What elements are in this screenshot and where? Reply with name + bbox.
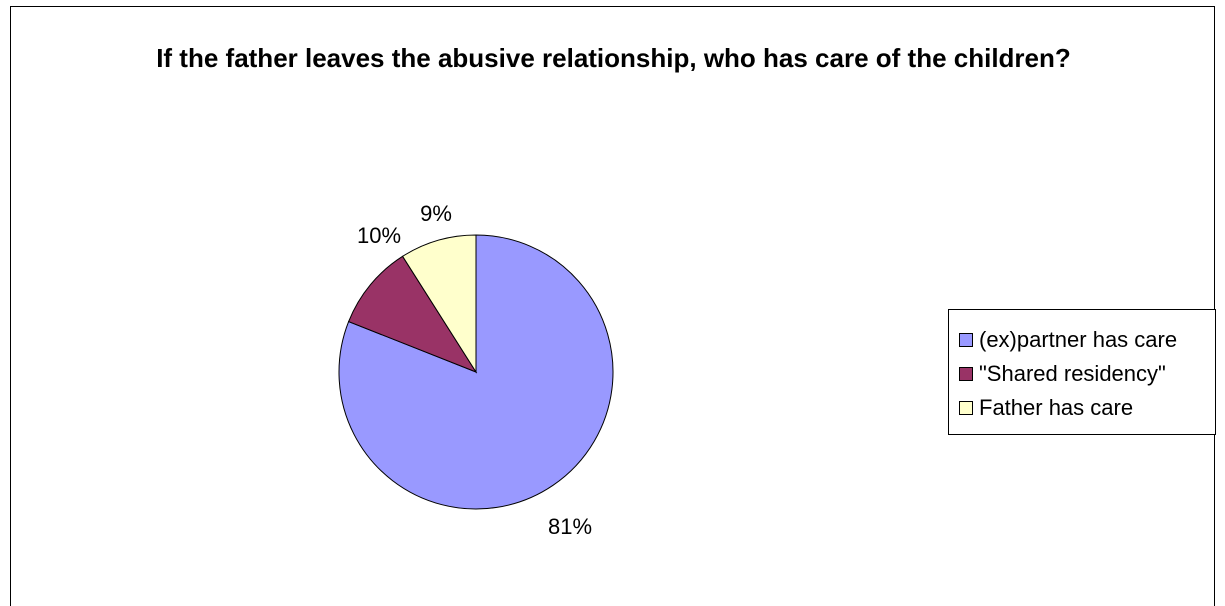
data-label-father-has-care: 9% [420, 201, 452, 226]
pie-slice-shared-residency [347, 255, 478, 374]
pie-slice-father-has-care [401, 234, 477, 374]
data-label-shared-residency: 10% [357, 223, 401, 248]
legend-label-ex-partner: (ex)partner has care [979, 327, 1178, 352]
legend-label-father-has-care: Father has care [979, 395, 1134, 420]
legend: (ex)partner has care "Shared residency" … [948, 309, 1216, 435]
legend-label-shared-residency: "Shared residency" [979, 361, 1166, 386]
legend-item-ex-partner: (ex)partner has care [959, 326, 1177, 354]
legend-swatch-ex-partner [959, 333, 973, 347]
chart-title: If the father leaves the abusive relatio… [156, 43, 1071, 73]
legend-swatch-father-has-care [959, 401, 973, 415]
chart-area: If the father leaves the abusive relatio… [10, 6, 1215, 606]
legend-swatch-shared-residency [959, 367, 973, 381]
data-label-ex-partner: 81% [548, 514, 592, 539]
legend-item-shared-residency: "Shared residency" [959, 360, 1166, 388]
legend-item-father-has-care: Father has care [959, 394, 1133, 422]
